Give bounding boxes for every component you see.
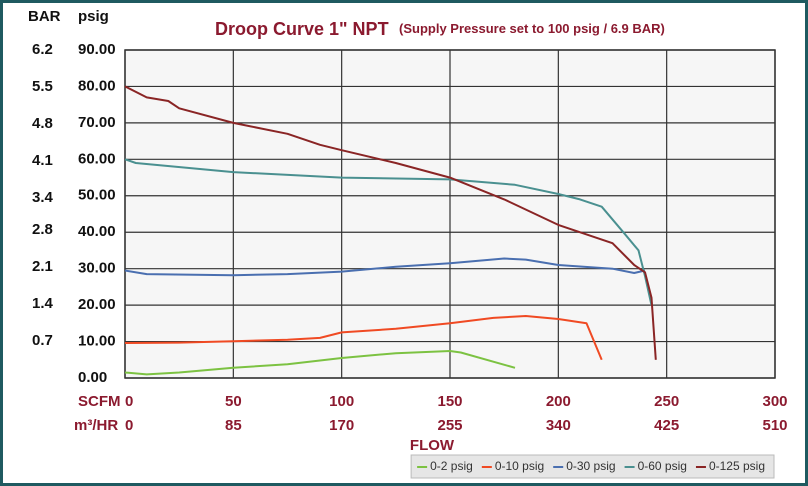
y-tick-label: 0.00 bbox=[78, 369, 107, 386]
x2-tick-label: 340 bbox=[546, 417, 571, 434]
y-tick-label: 60.00 bbox=[78, 150, 116, 167]
legend-label: 0-60 psig bbox=[638, 459, 687, 473]
y-tick-label: 80.00 bbox=[78, 77, 116, 94]
chart-title-group: Droop Curve 1" NPT (Supply Pressure set … bbox=[215, 19, 665, 39]
y2-tick-label: 2.1 bbox=[32, 258, 53, 275]
legend-label: 0-30 psig bbox=[566, 459, 615, 473]
legend-label: 0-10 psig bbox=[495, 459, 544, 473]
series-line bbox=[124, 158, 653, 306]
y2-tick-label: 3.4 bbox=[32, 189, 54, 206]
y-tick-label: 40.00 bbox=[78, 223, 116, 240]
y2-tick-label: 2.8 bbox=[32, 221, 53, 238]
x-tick-label: 150 bbox=[437, 393, 462, 410]
legend-label: 0-2 psig bbox=[430, 459, 473, 473]
y2-axis-title: BAR bbox=[28, 8, 61, 25]
y-tick-label: 10.00 bbox=[78, 333, 116, 350]
legend-label: 0-125 psig bbox=[709, 459, 765, 473]
x-tick-label: 0 bbox=[125, 393, 133, 410]
x2-tick-label: 0 bbox=[125, 417, 133, 434]
y-axis-title: psig bbox=[78, 8, 109, 25]
legend-box bbox=[410, 454, 775, 479]
series-line bbox=[124, 257, 646, 277]
y2-tick-label: 1.4 bbox=[32, 295, 54, 312]
x2-tick-label: 510 bbox=[762, 417, 787, 434]
y2-tick-label: 4.1 bbox=[32, 152, 53, 169]
x-tick-label: 250 bbox=[654, 393, 679, 410]
y2-tick-label: 4.8 bbox=[32, 115, 53, 132]
x-axis-title: SCFM bbox=[78, 393, 121, 410]
legend: 0-2 psig 0-10 psig 0-30 psig 0-60 psig 0-125… bbox=[410, 454, 775, 479]
y-tick-label: 90.00 bbox=[78, 41, 116, 58]
y-tick-label: 70.00 bbox=[78, 114, 116, 131]
x-tick-label: 100 bbox=[329, 393, 354, 410]
x-tick-label: 200 bbox=[546, 393, 571, 410]
x2-tick-label: 255 bbox=[437, 417, 462, 434]
series-line bbox=[124, 315, 603, 361]
x2-tick-label: 85 bbox=[225, 417, 242, 434]
chart-subtitle: (Supply Pressure set to 100 psig / 6.9 B… bbox=[399, 21, 665, 36]
x2-tick-label: 170 bbox=[329, 417, 354, 434]
y2-tick-label: 5.5 bbox=[32, 78, 53, 95]
x2-axis-title: m³/HR bbox=[74, 417, 118, 434]
x-tick-label: 50 bbox=[225, 393, 242, 410]
y-tick-label: 50.00 bbox=[78, 187, 116, 204]
x2-tick-label: 425 bbox=[654, 417, 679, 434]
y-tick-label: 20.00 bbox=[78, 296, 116, 313]
y-tick-label: 30.00 bbox=[78, 260, 116, 277]
series-line bbox=[124, 350, 516, 376]
x-title: FLOW bbox=[410, 437, 455, 454]
series-line bbox=[124, 85, 657, 360]
chart-title: Droop Curve 1" NPT bbox=[215, 19, 389, 39]
y2-tick-label: 6.2 bbox=[32, 41, 53, 58]
x-tick-label: 300 bbox=[762, 393, 787, 410]
y2-tick-label: 0.7 bbox=[32, 332, 53, 349]
